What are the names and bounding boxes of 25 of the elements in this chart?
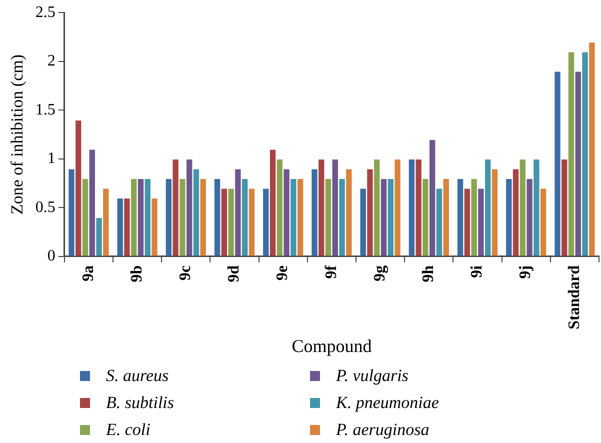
y-tick-label: 2.5: [35, 4, 56, 21]
legend-label: B. subtilis: [106, 392, 174, 412]
legend-label: E. coli: [106, 420, 150, 440]
legend-label: P. vulgaris: [336, 366, 408, 386]
y-axis-title: Zone of inhibition (cm): [8, 54, 27, 215]
legend-label: P. aeruginosa: [336, 420, 430, 440]
x-tick-label: Standard: [566, 265, 583, 330]
y-tick-label: 0: [47, 248, 56, 265]
x-axis-title: Compound: [292, 336, 372, 356]
x-tick-label: 9c: [177, 265, 194, 280]
x-tick-label: 9f: [322, 264, 340, 279]
x-tick-label: 9i: [468, 264, 486, 278]
x-tick-label: 9e: [274, 265, 292, 280]
x-tick-label: 9h: [420, 265, 438, 282]
y-tick-label: 1.5: [35, 101, 56, 118]
x-tick-label: 9d: [226, 265, 243, 282]
x-tick-label: 9g: [371, 265, 388, 282]
y-tick-label: 1: [47, 150, 56, 168]
x-tick-label: 9j: [517, 265, 534, 279]
y-tick-label: 2: [47, 52, 56, 70]
legend-label: K. pneumoniae: [336, 392, 439, 412]
y-tick-label: 0.5: [35, 198, 56, 216]
x-tick-label: 9a: [80, 265, 97, 282]
x-tick-label: 9b: [128, 265, 146, 282]
legend-label: S. aureus: [106, 366, 169, 386]
